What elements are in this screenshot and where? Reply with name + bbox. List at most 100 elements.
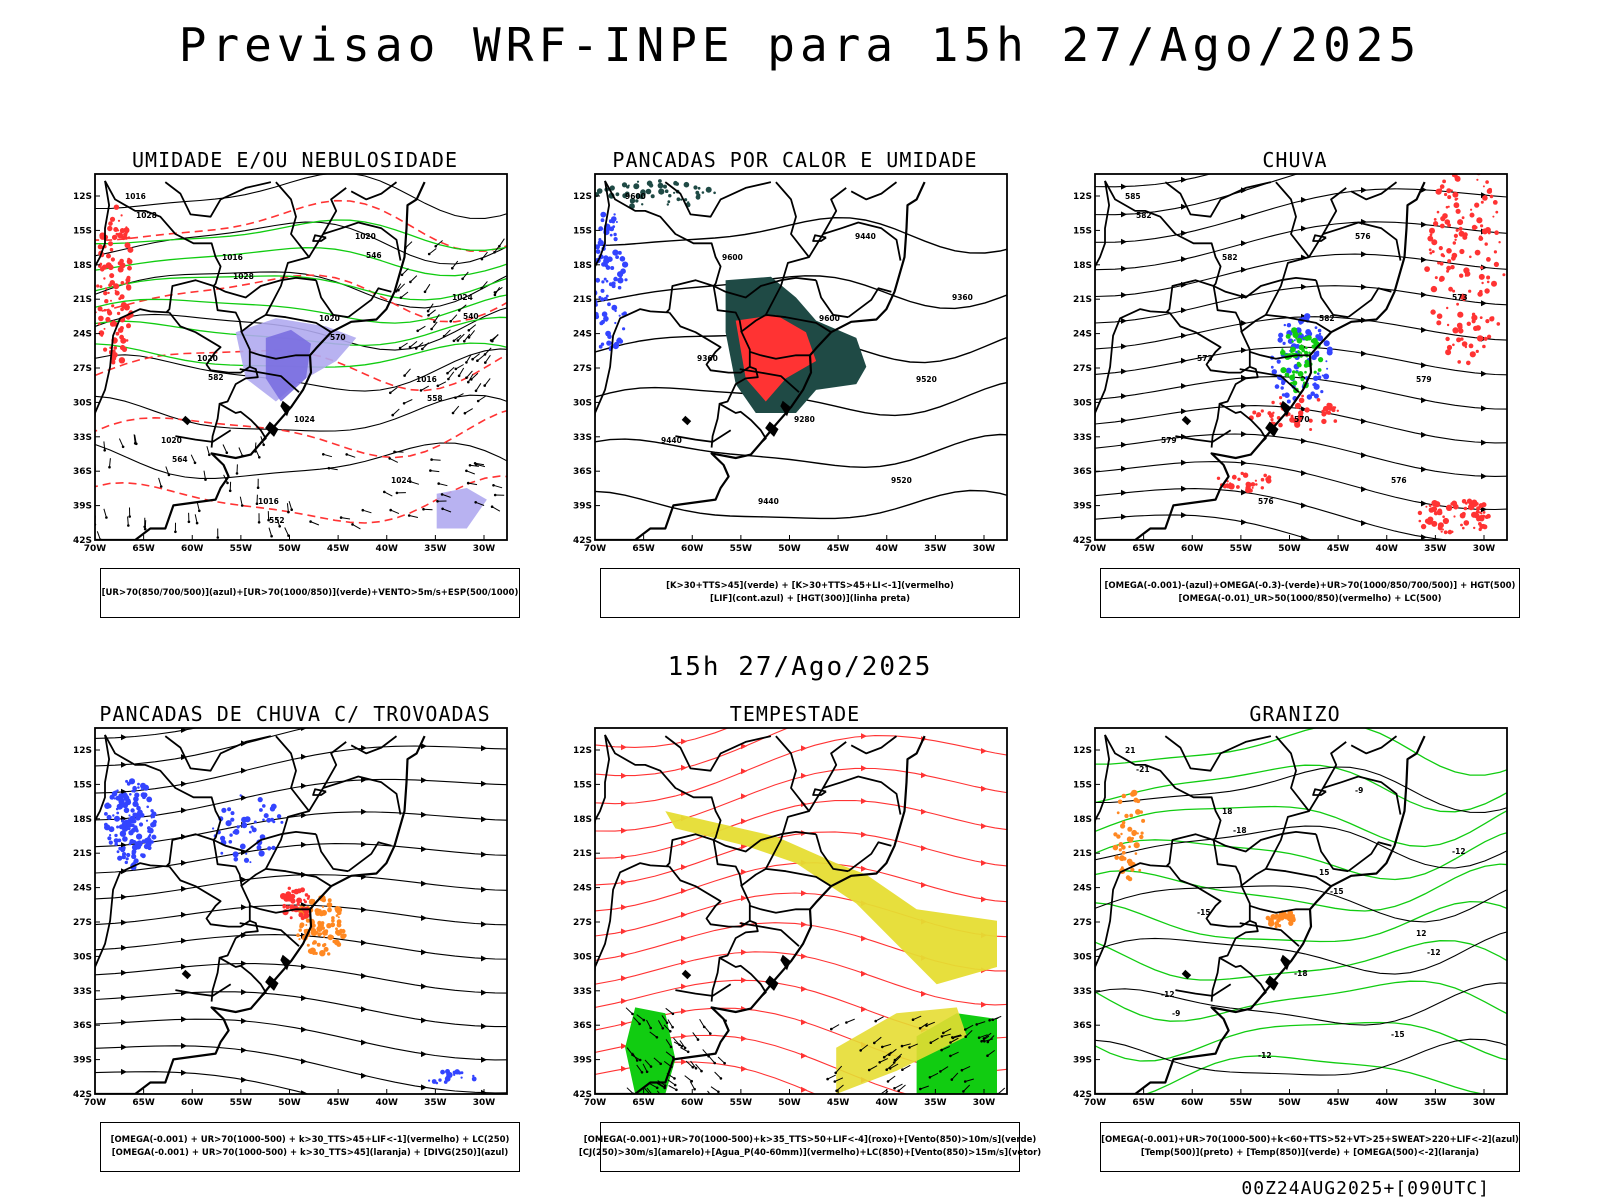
contour-line [95, 349, 507, 392]
omega-area-orange [1141, 818, 1146, 823]
rain-area-red [1476, 335, 1484, 342]
wind-vector [859, 1095, 867, 1100]
divergence-dot [262, 804, 266, 808]
wind-vector-head [467, 329, 471, 332]
streamline [95, 991, 507, 1028]
border-line [1095, 308, 1170, 474]
streamline [95, 728, 199, 739]
streamline-arrow [181, 807, 187, 814]
wind-vector [384, 491, 393, 497]
rain-area-blue [1317, 328, 1322, 333]
wind-vector-head [638, 1022, 641, 1026]
humidity-area-red [109, 216, 116, 222]
streamline-arrow [681, 764, 687, 771]
wind-vector [950, 1037, 959, 1043]
wind-vector-head [430, 327, 433, 331]
omega-area-orange [1130, 867, 1135, 872]
lon-tick-label: 45W [327, 544, 350, 554]
lon-tick-label: 70W [584, 544, 607, 554]
wind-vector-head [868, 1097, 871, 1100]
wind-vector-head [480, 286, 483, 290]
streamline-arrow [241, 876, 247, 883]
humidity-area-red [118, 357, 126, 364]
wind-vector [401, 268, 409, 276]
wind-vector-head [463, 339, 466, 343]
wind-vector-head [403, 374, 406, 377]
wind-vector-head [669, 1030, 672, 1033]
border-line [240, 314, 332, 333]
omega-area-orange [1136, 832, 1139, 835]
streamline-arrow [1181, 256, 1187, 263]
lif-contour [595, 249, 601, 254]
contour-line [1095, 766, 1507, 813]
rain-area-red [1268, 413, 1274, 418]
rain-area-red [1468, 343, 1474, 349]
divergence-dot [236, 825, 240, 829]
omega-area-orange [1117, 799, 1123, 805]
wind-vector-head [949, 1054, 952, 1058]
lon-tick-label: 55W [730, 544, 753, 554]
streamline-arrow [181, 1016, 187, 1023]
rain-area-red [1474, 249, 1481, 256]
lat-tick-label: 18S [573, 261, 592, 271]
wind-vector-head [174, 530, 177, 534]
divergence-dot [153, 823, 157, 827]
lon-tick-label: 55W [230, 1098, 253, 1108]
wind-vector [665, 1007, 674, 1015]
legend-box: [UR>70(850/700/500)](azul)+[UR>70(1000/8… [100, 568, 520, 618]
rain-area-red [1447, 529, 1453, 535]
rain-area-red [1316, 398, 1321, 402]
contour-label: 1016 [258, 497, 279, 506]
rain-area-green [1291, 327, 1298, 334]
wind-vector [284, 527, 289, 536]
wind-vector-head [437, 482, 441, 485]
contour-line [1095, 931, 1507, 975]
streamline-arrow [1181, 203, 1187, 210]
lat-tick-label: 27S [73, 918, 92, 928]
rain-area-red [1446, 306, 1449, 310]
rain-area-red [1475, 325, 1481, 331]
lif-contour [616, 338, 621, 343]
wind-vector [684, 1075, 693, 1082]
coastline [595, 181, 926, 540]
rain-area-blue [1274, 384, 1280, 389]
streamline-arrow [1181, 408, 1187, 415]
streamline-arrow [981, 823, 987, 830]
border-line [668, 285, 751, 374]
lon-tick-label: 60W [1181, 1098, 1204, 1108]
wind-vector-head [409, 280, 412, 284]
streamline-arrow [1301, 196, 1307, 203]
wind-vector [929, 1072, 939, 1078]
streamline-arrow [981, 896, 987, 903]
instability-area-green [676, 197, 681, 202]
run-label: 00Z24AUG2025+[090UTC] [1241, 1178, 1490, 1199]
divergence-dot [230, 811, 235, 816]
rain-area-green [1317, 368, 1322, 372]
rain-area-red [1483, 336, 1488, 341]
divergence-dot [233, 857, 239, 862]
streamline-arrow [1121, 238, 1127, 245]
wind-vector-head [127, 524, 130, 527]
streamline-arrow [741, 1065, 747, 1072]
wind-vector [717, 1056, 725, 1064]
divergence-dot [120, 805, 123, 808]
lon-tick-label: 35W [424, 1098, 447, 1108]
streamline-arrow [481, 921, 487, 928]
wind-vector-head [430, 458, 433, 461]
contour-line [1095, 825, 1507, 869]
rain-area-red [1434, 501, 1441, 508]
legend-line: [K>30+TTS>45](verde) + [K>30+TTS>45+LI<-… [666, 581, 954, 591]
wind-vector-head [463, 411, 467, 415]
lon-tick-label: 70W [584, 1098, 607, 1108]
lif-contour [605, 330, 611, 337]
divergence-dot [132, 785, 137, 791]
lon-tick-label: 45W [827, 1098, 850, 1108]
streamline-arrow [1181, 230, 1187, 237]
divergence-dot [117, 855, 123, 861]
rain-area-red [1420, 523, 1427, 530]
wind-vector-head [391, 413, 395, 417]
wind-vector [400, 291, 409, 298]
contour-line [595, 216, 1007, 254]
wind-vector [649, 1031, 658, 1038]
wind-vector [458, 304, 467, 311]
